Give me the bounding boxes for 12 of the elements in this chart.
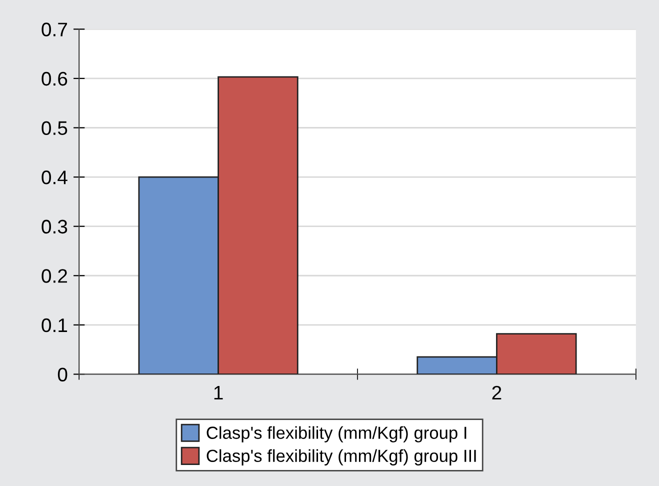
legend-label: Clasp's flexibility (mm/Kgf) group III	[206, 449, 476, 466]
y-tick-label: 0.6	[42, 72, 68, 86]
x-tick-label: 2	[492, 386, 502, 400]
y-tick-label: 0.4	[42, 170, 68, 184]
x-tick-label: 1	[214, 386, 223, 400]
legend-label: Clasp's flexibility (mm/Kgf) group I	[206, 426, 466, 442]
y-tick-label: 0.5	[42, 121, 68, 135]
y-tick-label: 0	[58, 368, 68, 382]
y-tick-label: 0.1	[42, 318, 68, 332]
y-tick-label: 0.2	[42, 269, 67, 283]
y-tick-label: 0.3	[42, 220, 68, 234]
y-tick-label: 0.7	[42, 22, 67, 36]
